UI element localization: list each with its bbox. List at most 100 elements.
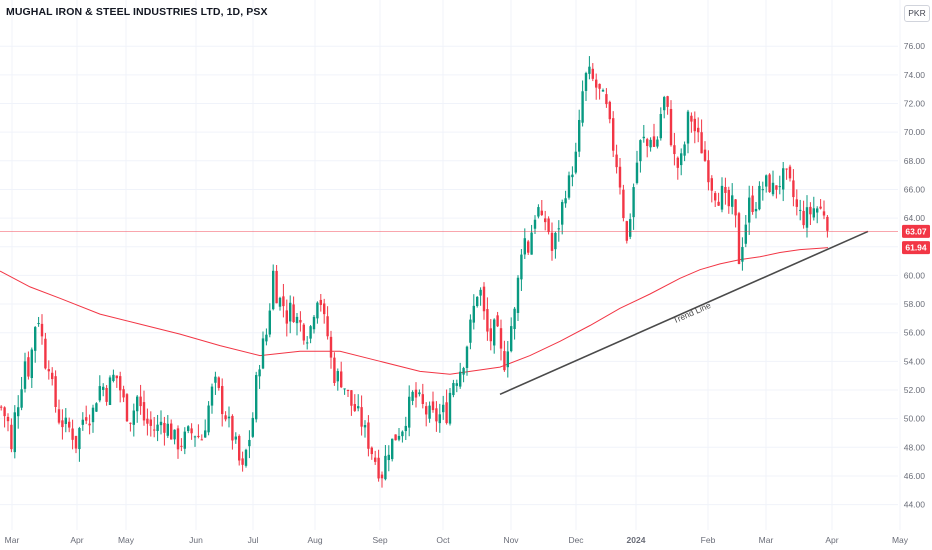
x-tick-label: Aug [307, 535, 322, 545]
candle-body [159, 421, 163, 426]
candle-body [506, 351, 509, 368]
candle-body [581, 91, 584, 123]
candle-body [404, 425, 407, 432]
candle-body [788, 166, 792, 179]
candle-body [686, 111, 690, 144]
candle-body [408, 396, 411, 428]
x-tick-label: Mar [759, 535, 774, 545]
candle-body [812, 208, 815, 218]
candle-body [214, 376, 217, 383]
moving-average-line [0, 247, 829, 375]
candle-body [782, 168, 785, 190]
ma-value-badge-bg [902, 241, 930, 255]
candle-body [221, 386, 224, 415]
candle-body [809, 206, 812, 215]
candle-body [278, 297, 282, 307]
candle-body [289, 302, 292, 322]
y-tick-label: 70.00 [904, 127, 926, 137]
candle-body [459, 371, 462, 387]
candle-body [465, 346, 469, 368]
candle-body [329, 336, 333, 358]
candle-body [666, 96, 669, 107]
price-axis[interactable]: 44.00 46.00 48.00 50.00 52.00 54.00 56.00 58.00… [902, 41, 930, 510]
candle-body [608, 101, 611, 120]
chart-title: MUGHAL IRON & STEEL INDUSTRIES LTD, 1D, … [6, 6, 268, 18]
candle-body [153, 429, 156, 431]
candle-body [707, 160, 710, 183]
currency-button[interactable]: PKR [904, 5, 930, 22]
candle-body [261, 338, 265, 369]
candle-body [656, 139, 659, 147]
candle-body [64, 417, 67, 424]
candle-body [775, 185, 778, 190]
candle-body [714, 193, 717, 201]
y-tick-label: 52.00 [904, 385, 926, 395]
candle-body [734, 199, 737, 216]
candle-body [683, 144, 686, 156]
candle-body [251, 417, 254, 437]
candle-body [146, 418, 149, 424]
candle-body [6, 416, 10, 422]
candle-body [370, 447, 373, 455]
candle-body [724, 186, 727, 193]
candle-body [669, 108, 673, 146]
candle-body [523, 238, 526, 255]
candle-body [516, 277, 520, 313]
candle-body [34, 327, 37, 351]
candle-body [663, 97, 666, 111]
candle-body [510, 326, 513, 352]
candle-body [486, 309, 489, 332]
candle-body [115, 375, 118, 379]
candle-body [442, 404, 445, 413]
candle-body [544, 218, 547, 223]
candle-body [292, 304, 295, 323]
candle-body [455, 383, 458, 386]
candle-body [595, 79, 598, 88]
candle-body [401, 431, 404, 437]
candle-body [108, 377, 112, 406]
candle-body [421, 394, 424, 404]
candle-body [761, 189, 764, 191]
candle-body [469, 319, 472, 343]
candle-body [819, 206, 822, 209]
candle-body [156, 424, 159, 432]
y-tick-label: 72.00 [904, 99, 926, 109]
y-tick-label: 66.00 [904, 184, 926, 194]
candle-body [336, 371, 339, 382]
candle-body [122, 389, 125, 398]
candle-body [132, 410, 135, 425]
candle-body [285, 310, 288, 324]
x-tick-label: Dec [568, 535, 584, 545]
candle-body [40, 323, 44, 337]
candle-body [112, 374, 115, 381]
candle-body [183, 431, 186, 449]
candle-body [258, 369, 261, 377]
candle-body [792, 180, 795, 198]
x-tick-label: Oct [436, 535, 450, 545]
x-tick-label: Apr [70, 535, 83, 545]
candle-body [20, 389, 23, 408]
candle-body [0, 406, 3, 408]
candle-body [343, 388, 346, 390]
candle-body [295, 316, 299, 324]
candle-body [642, 136, 645, 139]
time-axis[interactable]: Mar Apr May Jun Jul Aug Sep Oct Nov Dec 2024 Feb Mar… [5, 535, 909, 545]
candle-body [47, 369, 50, 372]
last-price-badge: 63.07 [905, 226, 927, 236]
candle-body [533, 219, 537, 229]
candle-body [367, 422, 370, 449]
candle-body [207, 405, 210, 433]
candle-body [574, 151, 577, 173]
y-tick-label: 46.00 [904, 471, 926, 481]
candle-body [193, 436, 197, 438]
candle-body [741, 247, 744, 262]
candle-body [550, 232, 554, 251]
candle-body [282, 296, 285, 307]
candle-body [204, 430, 207, 438]
candle-body [690, 115, 693, 122]
candle-body [326, 316, 329, 337]
candle-body [136, 396, 139, 412]
candle-body [428, 405, 431, 419]
candle-body [95, 403, 98, 412]
